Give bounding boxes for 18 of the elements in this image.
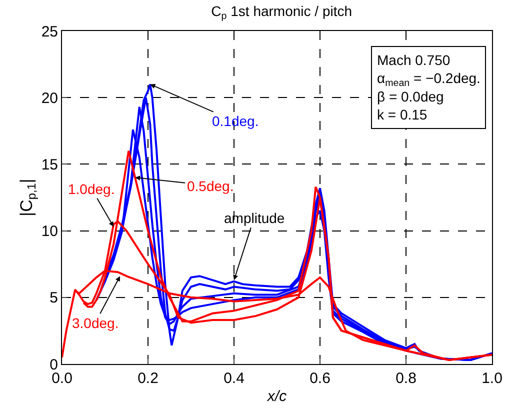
annotation: Mach 0.750 α$_{mean}$ = −0.2deg. β = 0.0deg k = 0.15	[377, 52, 480, 123]
chart-title: C$_{p}$ 1st harmonic / pitch	[211, 2, 352, 22]
annotation: 0.1deg.	[212, 113, 259, 129]
annotation: 1.0deg.	[68, 181, 115, 197]
annotation: 3.0deg.	[72, 315, 119, 331]
y-tick-label: 25	[41, 23, 58, 40]
y-tick-label: 5	[50, 290, 58, 307]
annotation: 0.5deg.	[187, 178, 234, 194]
y-tick-label: 10	[41, 223, 58, 240]
x-tick-label: 0.8	[396, 370, 416, 387]
y-tick-label: 20	[41, 90, 58, 107]
x-tick-label: 0.2	[138, 370, 158, 387]
annotation: amplitude	[224, 210, 285, 226]
y-tick-label: 15	[41, 156, 58, 174]
x-tick-label: 1.0	[482, 370, 502, 387]
x-tick-label: 0.4	[224, 370, 244, 387]
x-axis-title: x/c	[266, 388, 288, 405]
x-tick-label: 0.6	[310, 370, 330, 387]
